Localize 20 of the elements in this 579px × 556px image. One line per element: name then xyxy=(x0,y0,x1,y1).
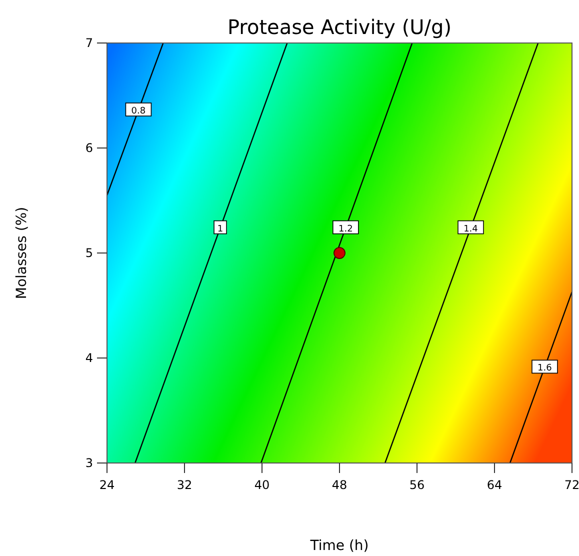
y-tick-label: 3 xyxy=(85,456,93,470)
x-tick-label: 48 xyxy=(332,478,348,492)
series-label: 1 xyxy=(217,224,224,234)
x-tick-label: 32 xyxy=(176,478,192,492)
y-tick-label: 4 xyxy=(85,351,93,365)
chart-title: Protease Activity (U/g) xyxy=(227,15,452,39)
series-label: 1.2 xyxy=(338,224,353,234)
x-tick-label: 72 xyxy=(564,478,579,492)
series-label: 1.4 xyxy=(464,224,478,234)
series-label: 1.6 xyxy=(538,364,552,374)
y-axis-title: Molasses (%) xyxy=(14,206,30,300)
y-tick-label: 6 xyxy=(85,141,93,155)
y-tick-label: 5 xyxy=(85,246,93,260)
x-tick-label: 40 xyxy=(254,478,270,492)
x-tick-label: 56 xyxy=(409,478,425,492)
y-tick-label: 7 xyxy=(85,36,93,50)
x-tick-label: 64 xyxy=(486,478,502,492)
series-label: 0.8 xyxy=(131,106,146,116)
x-tick-label: 24 xyxy=(99,478,115,492)
x-axis-title: Time (h) xyxy=(309,538,369,554)
